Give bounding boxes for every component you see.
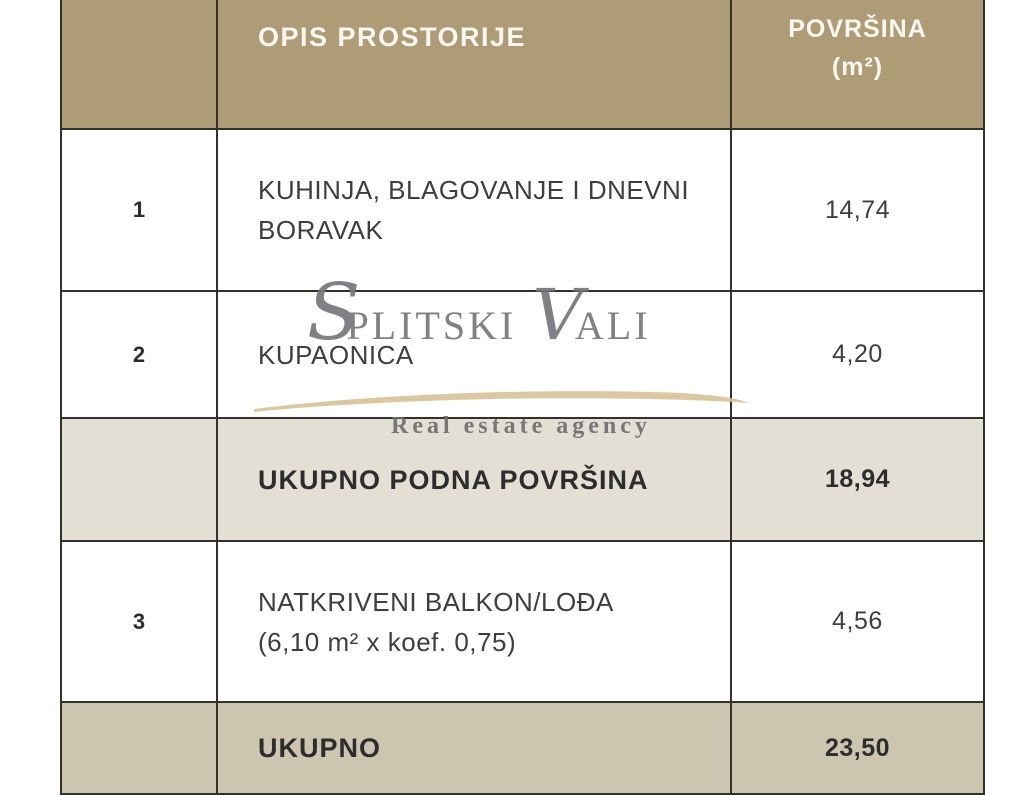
total-label: UKUPNO (258, 733, 382, 763)
document-page: OPIS PROSTORIJE POVRŠINA (m²) 1 KUHINJA,… (60, 0, 985, 795)
total-row: UKUPNO 23,50 (62, 703, 983, 795)
table-row: 3 NATKRIVENI BALKON/LOĐA (6,10 m² x koef… (62, 542, 983, 703)
row-number-cell: 3 (62, 542, 218, 701)
total-area-cell: 23,50 (732, 703, 983, 793)
row-description-line: (6,10 m² x koef. 0,75) (258, 626, 517, 657)
row-description-line: KUPAONICA (258, 339, 414, 370)
header-cell-description: OPIS PROSTORIJE (218, 0, 732, 128)
row-area-value: 4,20 (832, 340, 883, 368)
row-number-cell (62, 419, 218, 540)
table-row: 1 KUHINJA, BLAGOVANJE I DNEVNI BORAVAK 1… (62, 130, 983, 292)
row-description-line: BORAVAK (258, 215, 384, 245)
row-description-cell: KUHINJA, BLAGOVANJE I DNEVNI BORAVAK (218, 130, 732, 290)
total-label-cell: UKUPNO (218, 703, 732, 793)
row-description-cell: NATKRIVENI BALKON/LOĐA (6,10 m² x koef. … (218, 542, 732, 701)
row-number: 3 (132, 608, 146, 634)
row-area-value: 4,56 (832, 607, 883, 635)
total-area-value: 23,50 (824, 733, 891, 762)
header-area-label-line2: (m²) (831, 53, 884, 81)
subtotal-row: UKUPNO PODNA POVRŠINA 18,94 (62, 419, 983, 542)
row-area-cell: 14,74 (732, 130, 983, 290)
subtotal-area-cell: 18,94 (732, 419, 983, 540)
row-area-cell: 4,20 (732, 292, 983, 417)
row-area-value: 14,74 (824, 195, 891, 224)
table-row: 2 KUPAONICA 4,20 (62, 292, 983, 419)
row-number-cell (62, 703, 218, 793)
subtotal-area-value: 18,94 (824, 465, 891, 493)
subtotal-label-cell: UKUPNO PODNA POVRŠINA (218, 419, 732, 540)
table-header-row: OPIS PROSTORIJE POVRŠINA (m²) (62, 0, 983, 130)
subtotal-label: UKUPNO PODNA POVRŠINA (258, 464, 649, 495)
row-number-cell: 1 (62, 130, 218, 290)
header-cell-index (62, 0, 218, 128)
row-area-cell: 4,56 (732, 542, 983, 701)
area-table: OPIS PROSTORIJE POVRŠINA (m²) 1 KUHINJA,… (60, 0, 985, 795)
row-description-line: KUHINJA, BLAGOVANJE I DNEVNI (258, 175, 690, 205)
row-number-cell: 2 (62, 292, 218, 417)
header-area-label-line1: POVRŠINA (788, 15, 927, 43)
row-number: 1 (132, 197, 146, 222)
header-description-label: OPIS PROSTORIJE (258, 22, 527, 52)
header-cell-area: POVRŠINA (m²) (732, 0, 983, 128)
row-description-line: NATKRIVENI BALKON/LOĐA (258, 586, 614, 617)
row-number: 2 (132, 341, 146, 367)
row-description-cell: KUPAONICA (218, 292, 732, 417)
